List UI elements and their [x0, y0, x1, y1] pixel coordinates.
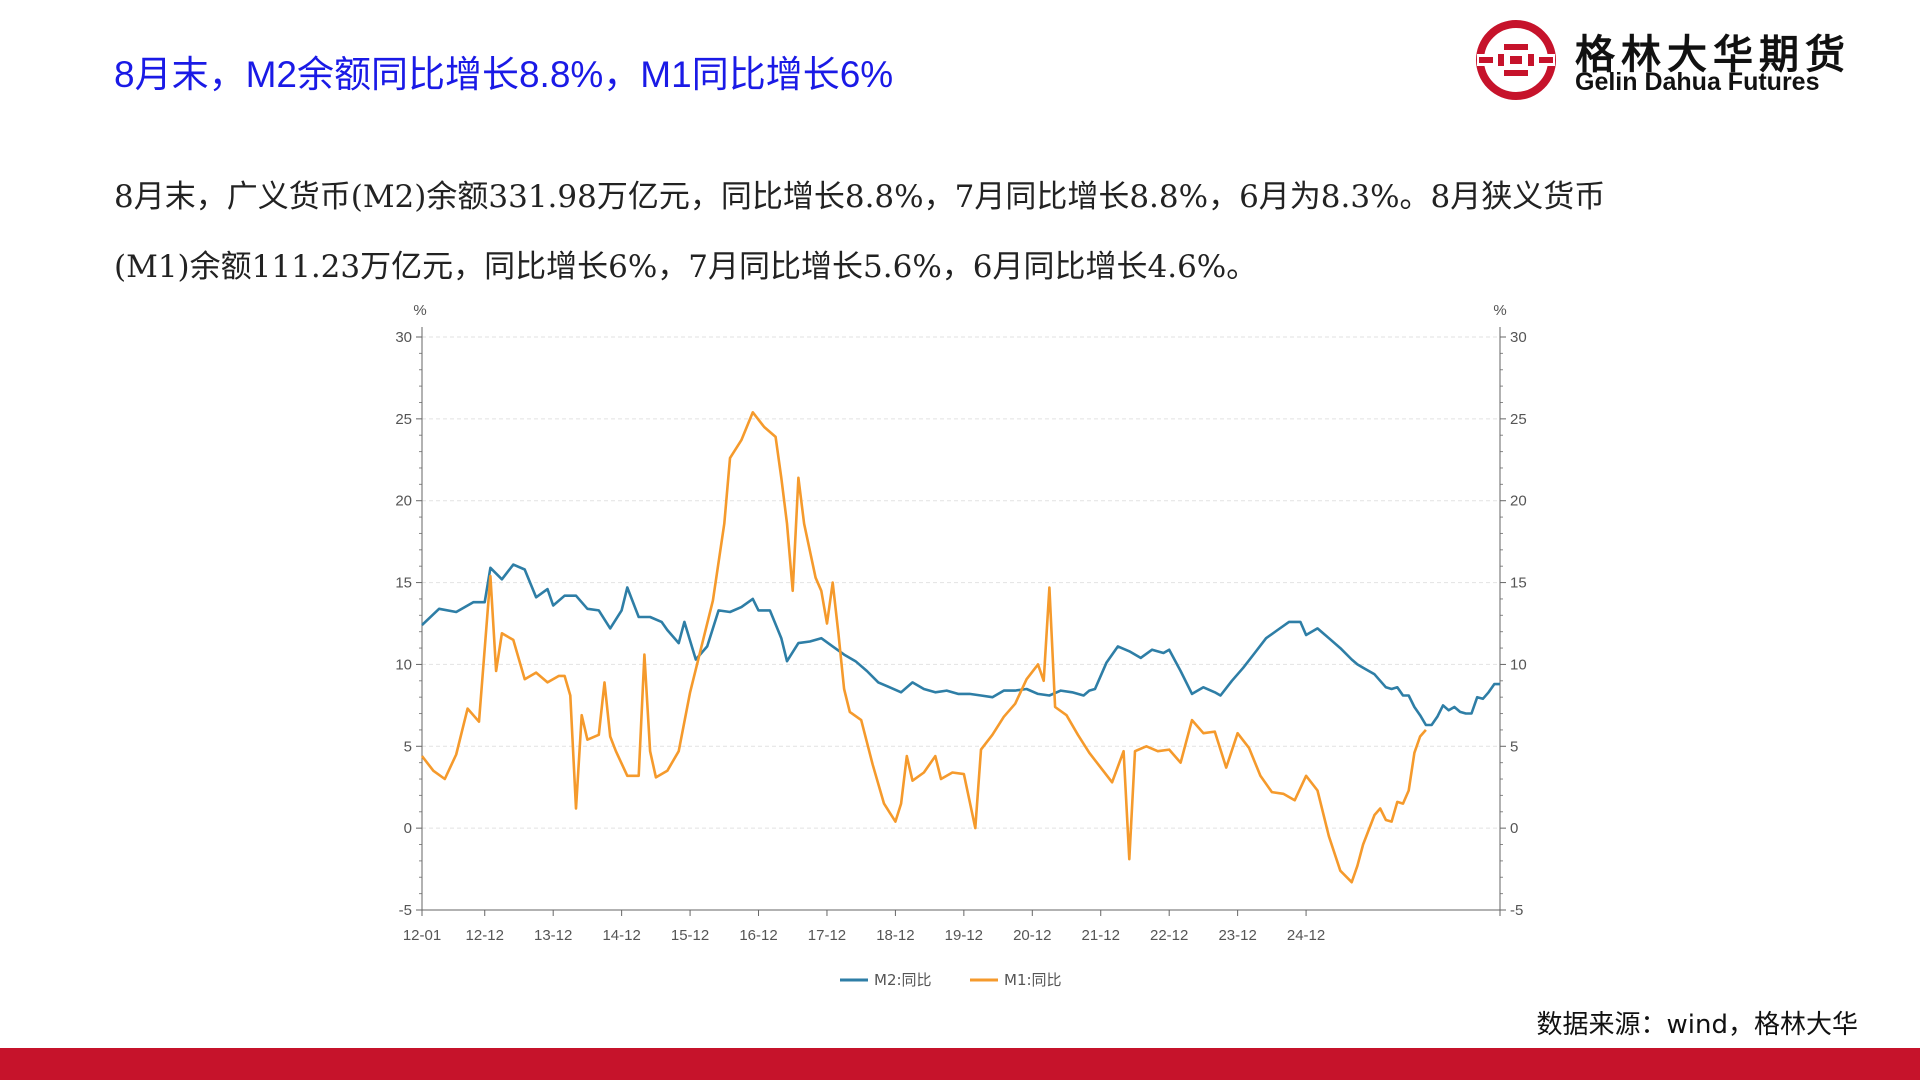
x-tick-label: 21-12 [1082, 927, 1120, 944]
x-tick-label: 14-12 [602, 927, 640, 944]
y-tick-label-right: 20 [1510, 493, 1527, 510]
y-tick-label-left: -5 [399, 902, 412, 919]
x-tick-label: 15-12 [671, 927, 709, 944]
chart-canvas: -5 -5 0 0 5 5 10 10 15 15 20 20 25 25 30 30% % 12-01 12-12… [395, 302, 1527, 989]
x-tick-label: 16-12 [739, 927, 777, 944]
gelin-dahua-logo-icon [1476, 20, 1556, 100]
footer-bar [0, 1048, 1920, 1080]
y-tick-label-right: 5 [1510, 738, 1518, 755]
x-tick-label: 18-12 [876, 927, 914, 944]
x-tick-label: 13-12 [534, 927, 572, 944]
slide-title: 8月末，M2余额同比增长8.8%，M1同比增长6% [114, 54, 894, 95]
x-tick-label: 24-12 [1287, 927, 1325, 944]
data-source: 数据来源：wind，格林大华 [1536, 1010, 1858, 1040]
y-tick-label-left: 10 [395, 656, 412, 673]
y-tick-label-left: 15 [395, 575, 412, 592]
y-tick-label-right: 15 [1510, 575, 1527, 592]
y-tick-label-right: 10 [1510, 656, 1527, 673]
x-tick-label: 12-01 [403, 927, 441, 944]
y-tick-label-right: 25 [1510, 411, 1527, 428]
y-tick-label-left: 0 [404, 820, 412, 837]
money-supply-chart: -5 -5 0 0 5 5 10 10 15 15 20 20 25 25 30 30%% 12-01 12-12… [370, 290, 1550, 1000]
logo-name-en: Gelin Dahua Futures [1575, 68, 1820, 96]
y-tick-label-left: 20 [395, 493, 412, 510]
x-tick-label: 17-12 [808, 927, 846, 944]
x-tick-label: 20-12 [1013, 927, 1051, 944]
x-tick-label: 22-12 [1150, 927, 1188, 944]
legend-label-m1: M1:同比 [1004, 971, 1062, 989]
x-tick-label: 19-12 [945, 927, 983, 944]
x-tick-label: 23-12 [1218, 927, 1256, 944]
series-line-m1 [420, 411, 1427, 884]
company-logo: 格林大华期货 Gelin Dahua Futures [1475, 20, 1875, 100]
summary-line-2: (M1)余额111.23万亿元，同比增长6%，7月同比增长5.6%，6月同比增长… [114, 249, 1258, 285]
y-tick-label-right: -5 [1510, 902, 1523, 919]
y-unit-right: % [1493, 302, 1506, 319]
y-tick-label-left: 30 [395, 329, 412, 346]
y-tick-label-left: 5 [404, 738, 412, 755]
y-unit-left: % [413, 302, 426, 319]
y-tick-label-left: 25 [395, 411, 412, 428]
legend-label-m2: M2:同比 [874, 971, 932, 989]
series-line-m2 [421, 563, 1500, 727]
x-tick-label: 12-12 [466, 927, 504, 944]
logo-name-cn: 格林大华期货 [1575, 32, 1851, 78]
summary-line-1: 8月末，广义货币(M2)余额331.98万亿元，同比增长8.8%，7月同比增长8… [114, 179, 1606, 215]
y-tick-label-right: 0 [1510, 820, 1518, 837]
summary-paragraph: 8月末，广义货币(M2)余额331.98万亿元，同比增长8.8%，7月同比增长8… [114, 162, 1754, 302]
y-tick-label-right: 30 [1510, 329, 1527, 346]
